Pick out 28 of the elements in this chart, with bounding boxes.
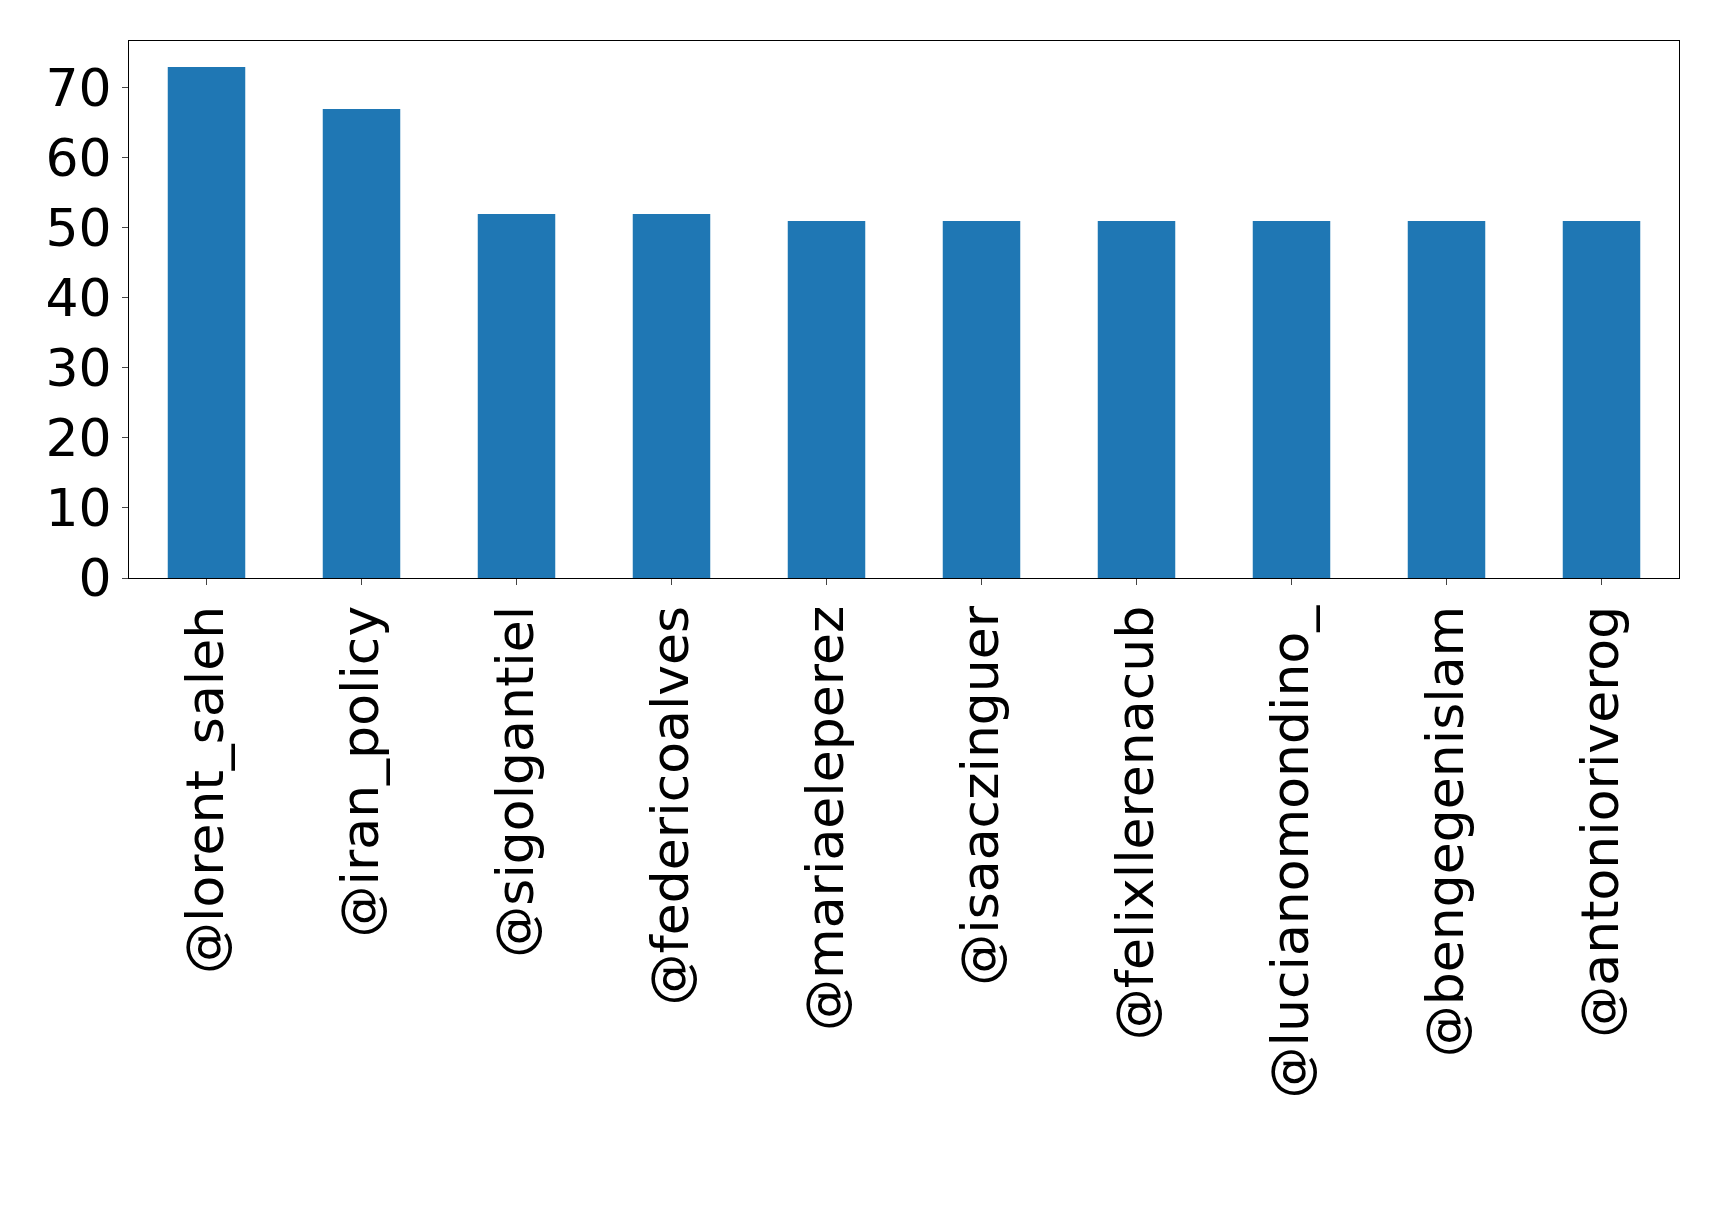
bar — [1562, 220, 1641, 578]
x-tick-label: @mariaeleperez — [795, 605, 856, 1031]
x-tick-label: @felixllerenacub — [1105, 605, 1166, 1041]
y-tick-label: 10 — [45, 478, 112, 539]
y-tick-label: 0 — [78, 548, 112, 609]
y-tick-label: 70 — [45, 58, 112, 119]
x-tick-label: @bengegenislam — [1415, 605, 1476, 1058]
bar — [632, 213, 711, 578]
y-tick-label: 60 — [45, 128, 112, 189]
x-tick-label: @isaaczinguer — [950, 605, 1011, 986]
y-tick-label: 20 — [45, 408, 112, 469]
bar — [1252, 220, 1331, 578]
x-tick-label: @antonioriverog — [1570, 605, 1631, 1038]
bar — [322, 108, 401, 578]
x-tick-label: @lorent_saleh — [175, 605, 236, 974]
bar — [787, 220, 866, 578]
bar — [1097, 220, 1176, 578]
bar — [1407, 220, 1486, 578]
y-tick-label: 50 — [45, 198, 112, 259]
y-tick-label: 30 — [45, 338, 112, 399]
x-tick-label: @federicoalves — [640, 605, 701, 1006]
y-tick-label: 40 — [45, 268, 112, 329]
bar — [942, 220, 1021, 578]
bar — [167, 66, 246, 578]
x-tick-label: @lucianomondino_ — [1260, 604, 1321, 1099]
x-tick-label: @sigolgantiel — [485, 605, 546, 958]
bar — [477, 213, 556, 578]
x-tick-label: @iran_policy — [330, 605, 391, 938]
